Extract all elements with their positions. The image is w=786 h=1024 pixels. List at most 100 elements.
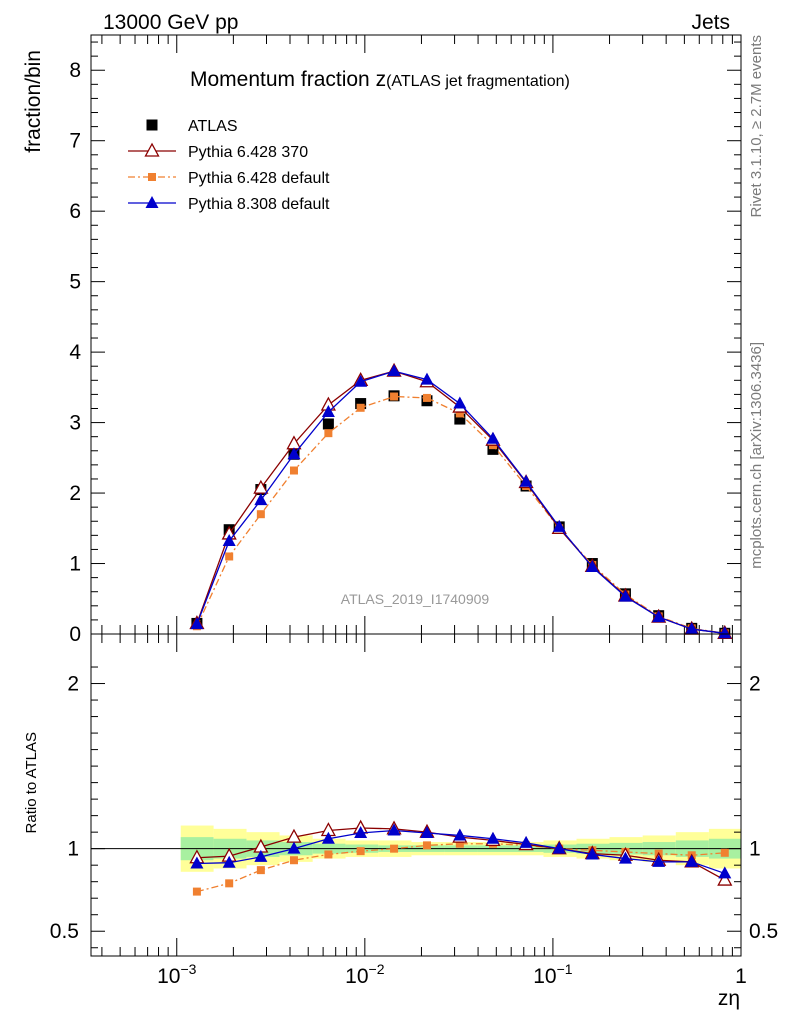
ratio-point-pythia-8-308-default	[453, 828, 467, 841]
ratio-point-pythia-8-308-default	[519, 835, 533, 848]
main-point-pythia-8-308-default	[287, 447, 301, 460]
legend-marker-pythia-6-428-default	[148, 173, 156, 181]
main-y-tick-label: 4	[69, 341, 81, 364]
main-point-pythia-6-428-default	[390, 392, 399, 401]
main-point-atlas	[355, 398, 367, 410]
legend: ATLAS Pythia 6.428 370 Pythia 6.428 defaul…	[128, 118, 330, 213]
main-y-tick-label: 2	[69, 482, 81, 505]
analysis-watermark: ATLAS_2019_I1740909	[341, 591, 490, 607]
main-point-pythia-6-428-default	[422, 393, 431, 402]
main-y-tick-label: 1	[69, 553, 81, 576]
main-point-pythia-8-308-default	[552, 519, 566, 532]
ratio-point-pythia-6-428-default	[289, 856, 298, 865]
ratio-point-pythia-8-308-default	[486, 831, 500, 844]
ratio-point-pythia-8-308-default	[420, 825, 434, 838]
legend-label-atlas: ATLAS	[188, 118, 238, 135]
x-tick-base: 10	[157, 965, 180, 988]
main-y-tick-label: 8	[69, 59, 81, 82]
header-left: 13000 GeV pp	[103, 11, 238, 34]
main-point-pythia-6-428-default	[356, 403, 365, 412]
main-y-tick-label: 5	[69, 271, 81, 294]
ratio-point-pythia-8-308-default	[222, 855, 236, 868]
main-point-pythia-8-308-default	[585, 560, 599, 573]
main-y-tick-label: 3	[69, 412, 81, 435]
ratio-point-pythia-8-308-default	[387, 823, 401, 836]
ratio-ylabel: Ratio to ATLAS	[23, 732, 40, 833]
ratio-point-pythia-6-428-default	[390, 844, 399, 853]
ratio-point-pythia-8-308-default	[585, 847, 599, 860]
x-tick-exponent: −3	[180, 961, 196, 977]
main-point-pythia-8-308-default	[387, 364, 401, 377]
chart-title: Momentum fraction z(ATLAS jet fragmentat…	[190, 68, 570, 91]
ratio-point-pythia-6-428-default	[324, 850, 333, 859]
main-y-tick-label: 6	[69, 200, 81, 223]
ratio-y-tick-label: 1	[67, 838, 79, 861]
ratio-point-pythia-6-428-default	[455, 839, 464, 848]
main-point-pythia-6-428-default	[289, 466, 298, 475]
ratio-point-pythia-8-308-default	[254, 849, 268, 862]
main-point-pythia-8-308-default	[420, 372, 434, 385]
main-y-tick-label: 0	[69, 623, 81, 646]
x-tick-base: 1	[735, 965, 747, 988]
x-tick-exponent: −1	[557, 961, 573, 977]
ratio-point-pythia-8-308-default	[190, 856, 204, 869]
main-point-pythia-6-428-default	[455, 409, 464, 418]
x-tick-base: 10	[533, 965, 556, 988]
main-point-pythia-8-308-default	[718, 626, 732, 639]
ratio-line-pythia-6-428-default	[196, 843, 725, 893]
x-axis-label: zη	[718, 987, 740, 1010]
legend-marker-atlas	[146, 119, 158, 131]
main-point-pythia-8-308-default	[618, 589, 632, 602]
ratio-point-pythia-8-308-default	[718, 866, 732, 879]
main-point-pythia-8-308-default	[685, 622, 699, 635]
ratio-y-tick-label-right: 1	[749, 838, 761, 861]
x-tick-label: 10−2	[345, 961, 385, 988]
ratio-point-pythia-6-428-370	[717, 871, 733, 886]
side-text-rivet: Rivet 3.1.10, ≥ 2.7M events	[748, 35, 765, 218]
main-point-pythia-8-308-default	[254, 493, 268, 506]
main-ylabel: fraction/bin	[22, 50, 45, 153]
ratio-series	[189, 819, 733, 896]
side-text-mcplots: mcplots.cern.ch [arXiv:1306.3436]	[748, 342, 765, 569]
chart-title-main: Momentum fraction z	[190, 68, 386, 91]
x-tick-base: 10	[345, 965, 368, 988]
legend-label-pythia-6-428-370: Pythia 6.428 370	[188, 144, 308, 161]
ratio-point-pythia-8-308-default	[652, 854, 666, 867]
ratio-point-pythia-8-308-default	[321, 831, 335, 844]
legend-label-pythia-8-308-default: Pythia 8.308 default	[188, 196, 330, 213]
ratio-point-pythia-8-308-default	[287, 841, 301, 854]
main-point-pythia-8-308-default	[453, 396, 467, 409]
ratio-point-pythia-6-428-default	[422, 841, 431, 850]
ratio-point-pythia-8-308-default	[552, 841, 566, 854]
ratio-y-tick-label-right: 0.5	[749, 920, 778, 943]
main-point-atlas	[487, 443, 499, 455]
main-point-atlas	[322, 418, 334, 430]
main-series	[189, 362, 733, 639]
ratio-plot-frame	[90, 633, 742, 957]
header-right: Jets	[691, 11, 730, 34]
main-y-tick-label: 7	[69, 130, 81, 153]
main-point-pythia-8-308-default	[519, 474, 533, 487]
main-point-pythia-6-428-default	[256, 510, 265, 519]
main-point-pythia-8-308-default	[486, 431, 500, 444]
main-point-atlas	[454, 413, 466, 425]
main-point-pythia-8-308-default	[652, 610, 666, 623]
ratio-point-pythia-6-428-default	[256, 866, 265, 875]
main-point-pythia-8-308-default	[354, 374, 368, 387]
main-point-pythia-8-308-default	[321, 405, 335, 418]
ratio-y-tick-label: 0.5	[50, 920, 79, 943]
x-tick-label: 10−3	[157, 961, 197, 988]
ratio-point-pythia-6-428-default	[192, 887, 201, 896]
ratio-point-pythia-6-428-default	[356, 847, 365, 856]
legend-label-pythia-6-428-default: Pythia 6.428 default	[188, 170, 330, 187]
chart-title-sub: (ATLAS jet fragmentation)	[386, 73, 570, 90]
x-tick-label: 10−1	[533, 961, 573, 988]
main-point-pythia-8-308-default	[222, 533, 236, 546]
ratio-point-pythia-8-308-default	[618, 851, 632, 864]
x-tick-label: 1	[735, 965, 747, 988]
ratio-y-tick-label-right: 2	[749, 673, 761, 696]
legend-marker-pythia-8-308-default	[145, 196, 159, 208]
ratio-point-pythia-6-428-default	[720, 848, 729, 857]
legend-marker-pythia-6-428-370	[144, 142, 160, 157]
